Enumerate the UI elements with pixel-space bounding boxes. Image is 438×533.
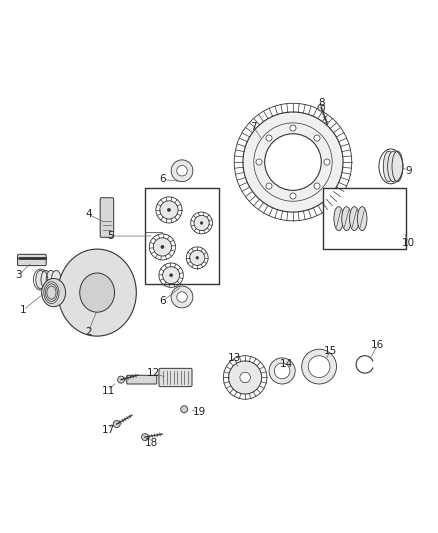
- Circle shape: [196, 256, 198, 259]
- Text: 14: 14: [280, 359, 293, 369]
- Circle shape: [162, 266, 180, 284]
- Ellipse shape: [357, 207, 367, 231]
- Ellipse shape: [51, 270, 61, 289]
- Text: 6: 6: [159, 174, 166, 184]
- Circle shape: [266, 183, 272, 189]
- Text: 1: 1: [20, 305, 26, 315]
- Circle shape: [171, 160, 193, 182]
- Ellipse shape: [383, 151, 394, 182]
- Ellipse shape: [80, 273, 115, 312]
- Ellipse shape: [46, 270, 56, 289]
- Circle shape: [269, 358, 295, 384]
- Text: 13: 13: [228, 353, 241, 363]
- Ellipse shape: [36, 270, 46, 289]
- Text: 18: 18: [145, 438, 158, 448]
- Text: 15: 15: [323, 346, 337, 357]
- Bar: [145, 188, 219, 284]
- Text: 4: 4: [85, 209, 92, 219]
- Circle shape: [240, 372, 251, 383]
- Text: 19: 19: [193, 407, 206, 417]
- Circle shape: [318, 104, 325, 111]
- Text: 2: 2: [85, 327, 92, 337]
- Text: 9: 9: [405, 166, 412, 176]
- Circle shape: [274, 363, 290, 379]
- Bar: [323, 188, 406, 249]
- Circle shape: [314, 135, 320, 141]
- Circle shape: [160, 201, 178, 219]
- Circle shape: [256, 159, 262, 165]
- Circle shape: [171, 286, 193, 308]
- Text: 17: 17: [101, 425, 115, 435]
- Circle shape: [308, 356, 330, 377]
- Circle shape: [141, 434, 148, 441]
- Ellipse shape: [388, 151, 399, 182]
- Text: 8: 8: [318, 98, 325, 108]
- Ellipse shape: [334, 207, 343, 231]
- Circle shape: [113, 421, 120, 427]
- Circle shape: [181, 406, 187, 413]
- Ellipse shape: [342, 207, 351, 231]
- Circle shape: [266, 135, 272, 141]
- Ellipse shape: [392, 151, 403, 182]
- Circle shape: [170, 274, 173, 277]
- Text: 10: 10: [402, 238, 415, 247]
- Ellipse shape: [350, 207, 359, 231]
- Text: 16: 16: [371, 340, 385, 350]
- Circle shape: [153, 238, 172, 256]
- Circle shape: [161, 245, 164, 248]
- Text: 3: 3: [15, 270, 22, 280]
- Circle shape: [177, 166, 187, 176]
- Circle shape: [265, 134, 321, 190]
- Circle shape: [194, 215, 209, 231]
- Ellipse shape: [42, 278, 66, 307]
- Circle shape: [167, 208, 170, 212]
- Text: 7: 7: [251, 122, 257, 132]
- Circle shape: [290, 125, 296, 131]
- FancyBboxPatch shape: [100, 198, 114, 237]
- Text: 5: 5: [107, 231, 113, 241]
- Text: 11: 11: [101, 385, 115, 395]
- Circle shape: [324, 159, 330, 165]
- Circle shape: [290, 193, 296, 199]
- Ellipse shape: [41, 270, 50, 289]
- Text: 12: 12: [147, 368, 160, 378]
- Circle shape: [177, 292, 187, 302]
- FancyBboxPatch shape: [159, 368, 192, 386]
- Circle shape: [117, 376, 124, 383]
- FancyBboxPatch shape: [18, 254, 46, 265]
- Circle shape: [314, 183, 320, 189]
- Circle shape: [190, 250, 205, 265]
- Circle shape: [302, 349, 336, 384]
- Ellipse shape: [58, 249, 136, 336]
- Circle shape: [243, 112, 343, 212]
- FancyBboxPatch shape: [127, 375, 157, 384]
- Circle shape: [200, 222, 203, 224]
- Text: 6: 6: [159, 296, 166, 306]
- Circle shape: [229, 361, 261, 394]
